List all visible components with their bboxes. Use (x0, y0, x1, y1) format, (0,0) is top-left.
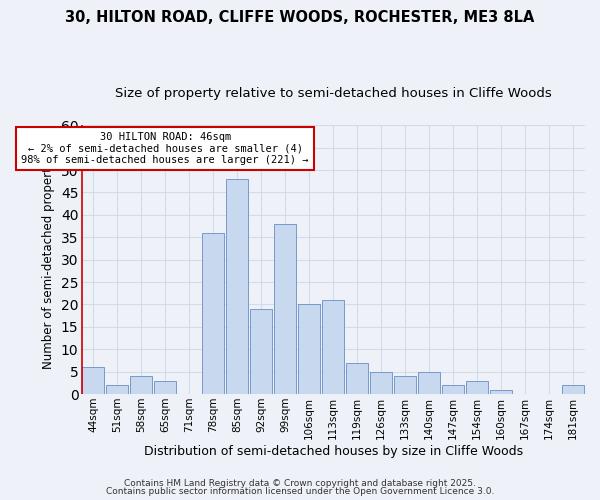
Title: Size of property relative to semi-detached houses in Cliffe Woods: Size of property relative to semi-detach… (115, 88, 551, 101)
Bar (82, 367, 104, 394)
Bar (250, 309, 272, 394)
Bar (130, 376, 152, 394)
Bar (418, 372, 440, 394)
Text: 30 HILTON ROAD: 46sqm
← 2% of semi-detached houses are smaller (4)
98% of semi-d: 30 HILTON ROAD: 46sqm ← 2% of semi-detac… (22, 132, 309, 165)
Y-axis label: Number of semi-detached properties: Number of semi-detached properties (42, 150, 55, 369)
Bar (274, 224, 296, 394)
Bar (346, 362, 368, 394)
X-axis label: Distribution of semi-detached houses by size in Cliffe Woods: Distribution of semi-detached houses by … (143, 444, 523, 458)
Bar (490, 390, 512, 394)
Bar (226, 179, 248, 394)
Bar (154, 380, 176, 394)
Bar (202, 233, 224, 394)
Bar (370, 372, 392, 394)
Bar (106, 385, 128, 394)
Text: Contains HM Land Registry data © Crown copyright and database right 2025.: Contains HM Land Registry data © Crown c… (124, 478, 476, 488)
Text: 30, HILTON ROAD, CLIFFE WOODS, ROCHESTER, ME3 8LA: 30, HILTON ROAD, CLIFFE WOODS, ROCHESTER… (65, 10, 535, 25)
Bar (394, 376, 416, 394)
Bar (442, 385, 464, 394)
Bar (298, 304, 320, 394)
Bar (322, 300, 344, 394)
Text: Contains public sector information licensed under the Open Government Licence 3.: Contains public sector information licen… (106, 487, 494, 496)
Bar (562, 385, 584, 394)
Bar (466, 380, 488, 394)
